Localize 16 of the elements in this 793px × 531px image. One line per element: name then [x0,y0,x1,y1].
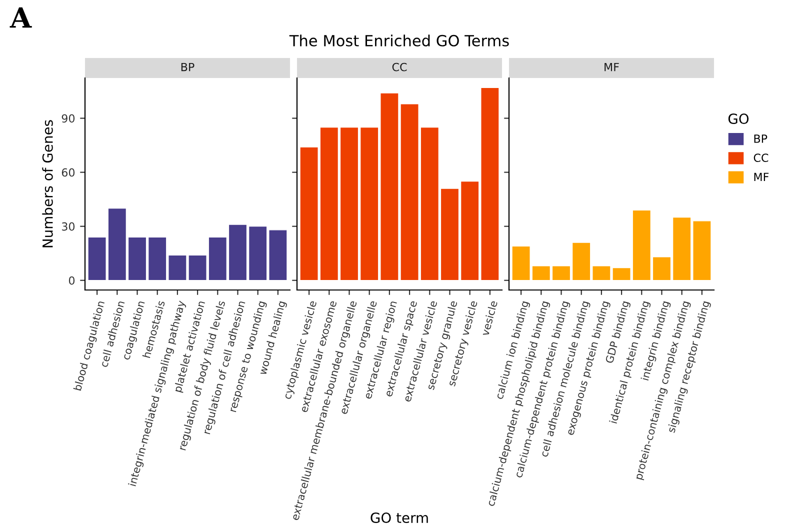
chart-subtitle: MF [604,62,619,72]
y-tick-label: 90 [62,114,75,123]
legend-label: CC [754,154,768,162]
x-axis-title: GO term [370,512,428,524]
legend-title: GO [728,114,749,124]
y-tick-label: 30 [62,222,75,231]
chart-subtitle: BP [181,62,194,72]
text: MF [754,172,769,181]
y-tick-label: 0 [68,276,75,285]
y-tick-label: 60 [62,168,75,177]
chart-title: The Most Enriched GO Terms [289,34,509,46]
y-axis-title: Numbers of Genes [42,120,53,248]
chart-subtitle: CC [392,62,407,72]
legend-label: BP [754,134,768,143]
x-tick-label: vesicle [480,300,498,336]
text: A [10,7,32,28]
